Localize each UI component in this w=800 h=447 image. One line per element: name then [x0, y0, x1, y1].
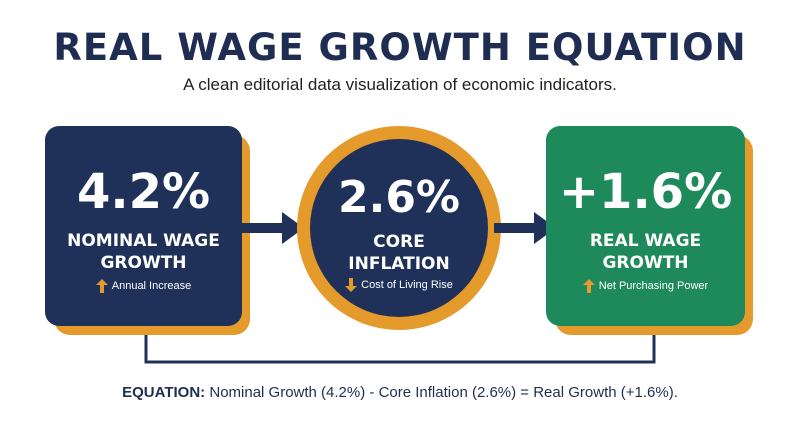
core-inflation-circle: 2.6% CORE INFLATION Cost of Living Rise — [310, 139, 488, 317]
inflation-value: 2.6% — [337, 172, 461, 223]
inflation-label-line1: CORE — [373, 232, 425, 252]
equation-body: Nominal Growth (4.2%) - Core Inflation (… — [205, 384, 678, 401]
nominal-value: 4.2% — [76, 164, 211, 220]
real-value: +1.6% — [558, 164, 733, 220]
flow-arrow-right-icon — [242, 212, 304, 244]
equation-text: EQUATION: Nominal Growth (4.2%) - Core I… — [0, 384, 800, 401]
real-label-line2: GROWTH — [602, 253, 689, 273]
real-wage-growth-card: +1.6% REAL WAGE GROWTH Net Purchasing Po… — [546, 126, 745, 326]
arrow-up-icon — [95, 279, 108, 293]
flow-arrow-right-icon — [494, 212, 556, 244]
inflation-note: Cost of Living Rise — [310, 278, 488, 292]
real-note: Net Purchasing Power — [546, 279, 745, 293]
arrow-up-icon — [582, 279, 595, 293]
equation-prefix: EQUATION: — [122, 384, 206, 401]
nominal-label-line2: GROWTH — [100, 253, 187, 273]
real-label-line1: REAL WAGE — [589, 231, 702, 251]
real-note-text: Net Purchasing Power — [598, 280, 709, 292]
nominal-label-line1: NOMINAL WAGE — [67, 231, 220, 251]
nominal-note: Annual Increase — [45, 279, 242, 293]
inflation-note-text: Cost of Living Rise — [361, 279, 453, 291]
nominal-note-text: Annual Increase — [111, 280, 192, 292]
nominal-wage-growth-card: 4.2% NOMINAL WAGE GROWTH Annual Increase — [45, 126, 242, 326]
page-subtitle: A clean editorial data visualization of … — [183, 75, 617, 94]
page-title: REAL WAGE GROWTH EQUATION — [53, 26, 747, 69]
inflation-label-line2: INFLATION — [348, 254, 450, 274]
arrow-down-icon — [345, 278, 358, 292]
